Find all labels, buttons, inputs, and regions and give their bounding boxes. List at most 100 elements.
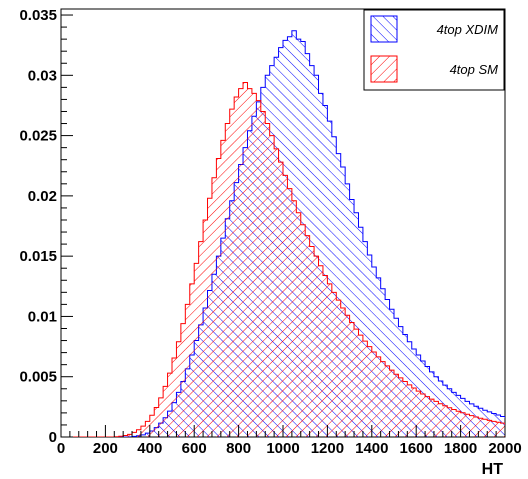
series-layer bbox=[61, 30, 527, 437]
histogram-bin bbox=[132, 432, 137, 437]
histogram-bin bbox=[145, 421, 150, 437]
legend-label-4top-xdim: 4top XDIM bbox=[437, 22, 499, 37]
histogram-bin bbox=[331, 292, 337, 437]
histogram-bin bbox=[487, 420, 492, 437]
histogram-bin bbox=[327, 283, 332, 437]
histogram-bin bbox=[371, 352, 377, 437]
histogram-bin bbox=[420, 393, 426, 437]
x-tick-label: 1200 bbox=[311, 440, 344, 457]
x-tick-label: 2000 bbox=[488, 440, 521, 457]
y-tick-label: 0.01 bbox=[28, 308, 57, 325]
x-axis-title: HT bbox=[482, 461, 504, 478]
histogram-bin bbox=[331, 136, 337, 437]
legend: 4top XDIM 4top SM bbox=[363, 9, 505, 91]
histogram-bin bbox=[349, 322, 355, 437]
histogram-bin bbox=[340, 307, 346, 437]
x-tick-label: 1600 bbox=[400, 440, 433, 457]
histogram-bin bbox=[398, 377, 403, 437]
histogram-bin bbox=[309, 246, 315, 437]
x-tick-label: 1800 bbox=[444, 440, 477, 457]
histogram-bin bbox=[349, 199, 355, 437]
histogram-bin bbox=[154, 407, 159, 437]
histogram-bin bbox=[389, 370, 394, 437]
histogram-bin bbox=[207, 198, 212, 437]
histogram-bin bbox=[438, 403, 443, 437]
histogram-bin bbox=[229, 109, 235, 437]
histogram-bin bbox=[354, 329, 359, 437]
histogram-bin bbox=[416, 391, 421, 437]
histogram-bin bbox=[358, 227, 363, 437]
y-tick-label: 0.015 bbox=[19, 248, 57, 265]
histogram-bin bbox=[256, 100, 261, 437]
histogram-bin bbox=[500, 423, 505, 437]
histogram-bin bbox=[318, 93, 323, 437]
histogram-bin bbox=[194, 263, 199, 437]
axes-layer: 0 200 400 600 800 1000 1200 1400 1600 1800 2000 0 0.… bbox=[19, 7, 521, 457]
series-4top-sm bbox=[61, 82, 505, 437]
histogram-bin bbox=[478, 418, 483, 437]
histogram-bin bbox=[336, 153, 341, 437]
histogram-bin bbox=[451, 409, 457, 437]
histogram-bin bbox=[274, 148, 279, 437]
x-tick-label: 800 bbox=[226, 440, 251, 457]
x-tick-label: 400 bbox=[137, 440, 162, 457]
histogram-bin bbox=[367, 254, 372, 437]
legend-swatch-4top-sm bbox=[370, 55, 398, 83]
histogram-bin bbox=[354, 212, 359, 437]
histogram-bin bbox=[216, 158, 221, 437]
histogram-bin bbox=[469, 415, 474, 437]
x-tick-label: 0 bbox=[57, 440, 65, 457]
histogram-bin bbox=[318, 265, 323, 437]
y-tick-label: 0 bbox=[49, 429, 57, 446]
histogram-bin bbox=[234, 97, 239, 437]
histogram-bin bbox=[136, 429, 141, 437]
histogram-bin bbox=[491, 421, 497, 437]
histogram-bin bbox=[260, 111, 266, 437]
histogram-bin bbox=[176, 341, 181, 437]
histogram-bin bbox=[345, 315, 350, 437]
histogram-bin bbox=[523, 422, 527, 437]
y-tick-label: 0.035 bbox=[19, 7, 57, 24]
histogram-bin bbox=[211, 177, 217, 437]
histogram-bin bbox=[380, 361, 386, 437]
histogram-bin bbox=[278, 162, 283, 437]
histogram-bin bbox=[473, 416, 479, 437]
x-tick-label: 1000 bbox=[266, 440, 299, 457]
histogram-bin bbox=[411, 388, 417, 437]
histogram-bin bbox=[305, 235, 310, 437]
histogram-bin bbox=[238, 88, 244, 437]
histogram-bin bbox=[447, 407, 452, 437]
histogram-bin bbox=[362, 241, 368, 437]
histogram-bin bbox=[367, 346, 372, 437]
histogram-bin bbox=[322, 105, 328, 437]
histogram-bin bbox=[509, 419, 513, 437]
histogram-bin bbox=[496, 422, 501, 437]
histogram-bin bbox=[336, 300, 341, 437]
histogram-bin bbox=[358, 335, 363, 437]
histogram-bin bbox=[442, 405, 448, 437]
histogram-bin bbox=[247, 88, 252, 437]
histogram-bin bbox=[456, 411, 461, 437]
histogram-bin bbox=[291, 200, 297, 437]
histogram-bin bbox=[518, 421, 522, 437]
y-tick-label: 0.005 bbox=[19, 369, 57, 386]
histogram-bin bbox=[167, 373, 172, 437]
histogram-bin bbox=[460, 412, 466, 437]
y-tick-label: 0.02 bbox=[28, 188, 57, 205]
histogram-bin bbox=[287, 188, 292, 437]
histogram-bin bbox=[407, 384, 412, 437]
series-outline-4top-sm bbox=[61, 82, 505, 437]
histogram-bin bbox=[340, 166, 346, 437]
histogram-bin bbox=[314, 256, 319, 437]
histogram-bin bbox=[269, 135, 275, 437]
legend-swatch-4top-xdim bbox=[370, 15, 398, 43]
x-tick-label: 1400 bbox=[355, 440, 388, 457]
histogram-bin bbox=[283, 175, 288, 437]
histogram-bin bbox=[265, 123, 270, 437]
histogram-bin bbox=[394, 374, 399, 437]
histogram-bin bbox=[123, 435, 128, 437]
histogram-bin bbox=[402, 381, 408, 437]
histogram-bin bbox=[465, 414, 470, 437]
histogram-bin bbox=[163, 386, 168, 437]
histogram-bin bbox=[425, 396, 430, 437]
